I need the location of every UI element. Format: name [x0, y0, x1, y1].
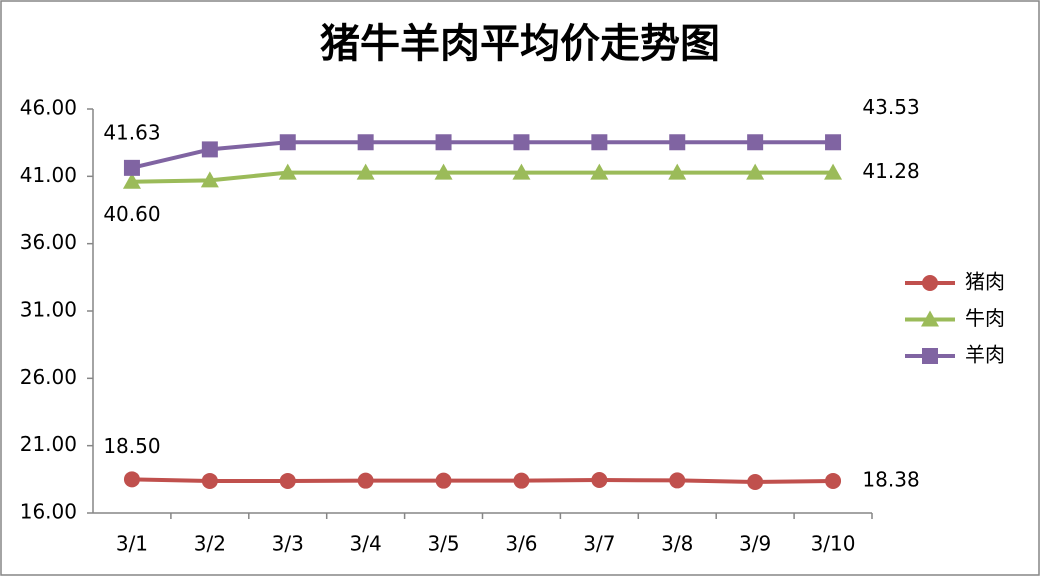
chart-title: 猪牛羊肉平均价走势图: [320, 21, 720, 67]
point: [747, 474, 764, 491]
point: [825, 472, 842, 489]
x-tick-label: 3/9: [739, 532, 771, 556]
point: [122, 172, 141, 189]
series-line: [131, 170, 834, 184]
legend-label: 牛肉: [965, 306, 1005, 330]
point: [356, 163, 375, 180]
point: [201, 141, 218, 158]
point: [922, 348, 938, 364]
data-label: 41.28: [862, 159, 919, 183]
data-label: 40.60: [103, 202, 160, 226]
point: [824, 163, 843, 180]
y-tick-label: 31.00: [20, 298, 77, 322]
point: [591, 134, 608, 151]
point: [513, 134, 530, 151]
point: [435, 134, 452, 151]
point: [357, 472, 374, 489]
point: [669, 134, 686, 151]
x-tick-label: 3/6: [505, 532, 537, 556]
y-tick-label: 26.00: [20, 365, 77, 389]
series-line: [131, 140, 834, 170]
data-label: 18.50: [103, 434, 160, 458]
data-label: 18.38: [862, 467, 919, 491]
x-tick-label: 3/3: [272, 532, 304, 556]
point: [668, 163, 687, 180]
legend-label: 猪肉: [965, 270, 1005, 294]
point: [279, 472, 296, 489]
y-tick-label: 21.00: [20, 432, 77, 456]
data-label: 43.53: [862, 95, 919, 119]
x-tick-label: 3/10: [811, 532, 856, 556]
x-tick-label: 3/7: [583, 532, 615, 556]
point: [434, 163, 453, 180]
point: [590, 163, 609, 180]
data-label: 41.63: [103, 120, 160, 144]
x-tick-label: 3/8: [661, 532, 693, 556]
point: [747, 134, 764, 151]
x-tick-label: 3/5: [427, 532, 459, 556]
point: [669, 472, 686, 489]
point: [279, 134, 296, 151]
x-tick-label: 3/4: [350, 532, 382, 556]
point: [591, 472, 608, 489]
point: [201, 472, 218, 489]
point: [921, 310, 939, 327]
point: [512, 163, 531, 180]
point: [825, 134, 842, 151]
y-tick-label: 16.00: [20, 500, 77, 524]
series-line: [131, 477, 834, 485]
point: [922, 275, 938, 291]
legend-label: 羊肉: [965, 343, 1005, 367]
point: [200, 171, 219, 188]
point: [357, 134, 374, 151]
x-tick-label: 3/1: [116, 532, 148, 556]
point: [278, 163, 297, 180]
point: [746, 163, 765, 180]
point: [123, 471, 140, 488]
y-tick-label: 36.00: [20, 230, 77, 254]
point: [435, 472, 452, 489]
y-tick-label: 46.00: [20, 96, 77, 120]
point: [123, 159, 140, 176]
x-tick-label: 3/2: [194, 532, 226, 556]
y-tick-label: 41.00: [20, 163, 77, 187]
point: [513, 472, 530, 489]
